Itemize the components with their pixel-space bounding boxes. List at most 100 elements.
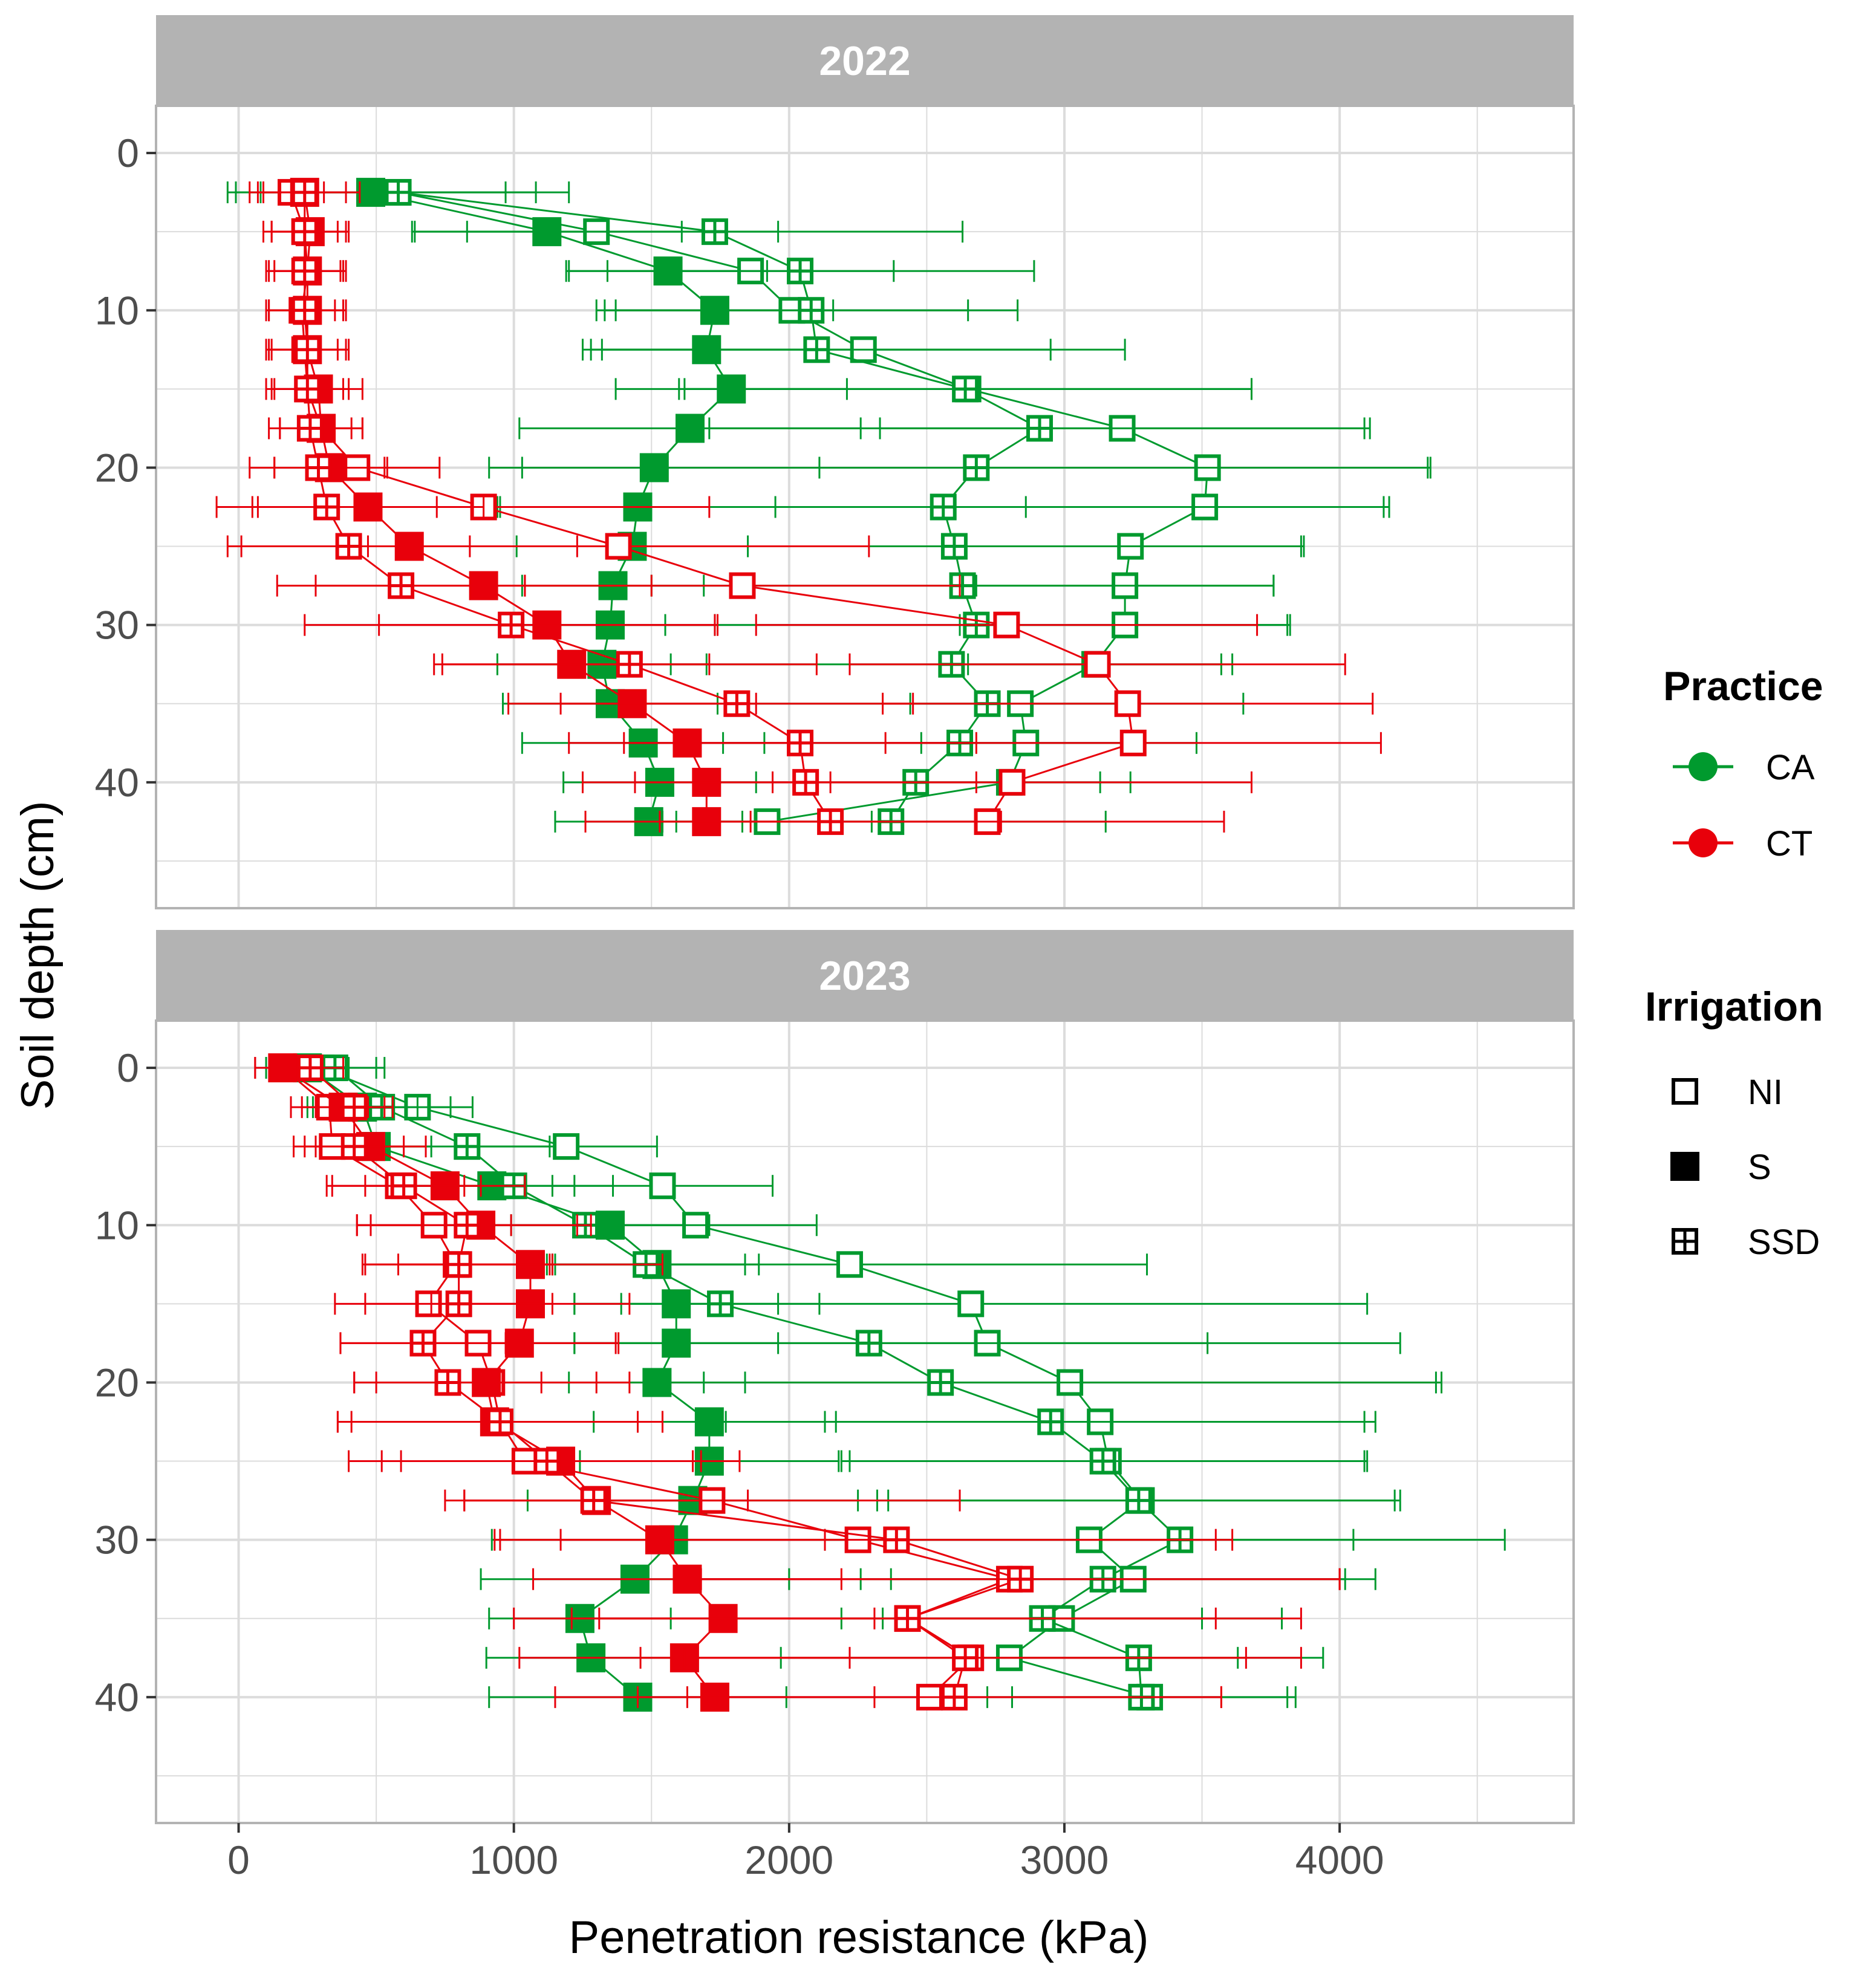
axes-layer: Penetration resistance (kPa) Soil depth … [12,131,1384,1963]
panel-border [155,1019,1575,1824]
data-point [340,1094,368,1121]
data-point [1007,1565,1034,1593]
legend: Practice Irrigation CA CT NI S SSD [1645,663,1823,1262]
data-point [291,218,318,245]
x-tick-label: 0 [227,1838,250,1882]
marker-square [553,1133,580,1160]
data-point [616,651,643,678]
data-point [296,415,324,442]
legend-label: SSD [1748,1223,1820,1262]
legend-label: CA [1766,748,1815,787]
marker-square [605,533,632,560]
y-tick-label: 40 [95,1675,139,1720]
data-point [340,1133,368,1160]
data-point [952,1644,979,1671]
data-point [533,1448,561,1475]
x-tick-label: 2000 [744,1838,833,1882]
data-point [385,179,412,206]
legend-marker [1670,1152,1699,1181]
data-point [803,336,830,363]
data-point [445,1251,472,1278]
data-point [445,1290,472,1318]
data-point [294,375,321,403]
data-point [883,1526,910,1553]
data-point [291,258,318,285]
y-axis-title: Soil depth (cm) [12,801,64,1110]
data-point [855,1330,882,1357]
legend-dot [1689,828,1718,857]
marker-square [649,1172,676,1200]
legend-irrigation-S: S [1670,1148,1771,1187]
y-tick-label: 30 [95,1518,139,1562]
marker-square [1114,690,1141,717]
legend-marker [1672,1228,1698,1255]
data-point [701,218,728,245]
data-point [1037,1408,1064,1435]
data-point [927,1369,954,1396]
data-point [1026,415,1054,442]
data-point [649,1172,676,1200]
facet-strip [156,15,1574,106]
legend-title-irrigation: Irrigation [1645,984,1823,1030]
data-point [952,375,979,403]
data-point [486,1408,513,1435]
data-point [673,1564,702,1594]
data-point [957,1290,985,1318]
y-tick-label: 40 [95,760,139,805]
x-tick-label: 4000 [1295,1838,1384,1882]
y-tick-label: 20 [95,445,139,490]
data-point [1114,690,1141,717]
legend-irrigation-NI: NI [1672,1073,1783,1112]
data-point [1089,1448,1116,1475]
data-point [294,336,321,363]
y-tick-label: 0 [117,1045,139,1090]
data-point [675,414,705,443]
data-point [836,1251,863,1278]
data-layer [215,178,1506,1712]
data-point [335,533,362,560]
data-point [993,611,1020,639]
data-point [434,1369,461,1396]
data-point [388,572,415,599]
data-point [729,572,756,599]
data-point [894,1605,921,1632]
facet-strip-label: 2022 [819,38,910,84]
data-point [296,1054,324,1082]
marker-square [1672,1078,1698,1105]
data-point [694,1407,724,1437]
data-point [787,729,814,756]
marker-square [1084,651,1111,678]
y-tick-label: 10 [95,288,139,333]
y-tick-label: 20 [95,1360,139,1405]
x-tick-label: 1000 [469,1838,558,1882]
data-point [787,258,814,285]
data-point [504,1328,534,1358]
marker-square [1119,729,1147,756]
data-point [940,533,968,560]
x-tick-label: 3000 [1020,1838,1109,1882]
data-point [553,1133,580,1160]
legend-label: CT [1766,824,1812,863]
legend-label: S [1748,1148,1771,1187]
panel-border [155,105,1575,909]
data-point [817,808,844,835]
data-point [723,690,751,717]
legend-dot [1689,752,1718,781]
data-point [498,611,525,639]
facet-panel-2023: 2023 [155,930,1575,1824]
marker-square [729,572,756,599]
data-point [963,454,990,481]
marker-square [993,611,1020,639]
data-point [1084,651,1111,678]
data-point [305,454,332,481]
data-point [707,1290,734,1318]
data-point [998,769,1026,796]
data-point [792,769,819,796]
facet-strip-label: 2023 [819,953,910,999]
series-2023-CT-SSD [276,1054,1341,1711]
data-point [605,533,632,560]
data-point [1125,1487,1152,1514]
data-point [291,179,318,206]
legend-title-practice: Practice [1663,663,1823,709]
